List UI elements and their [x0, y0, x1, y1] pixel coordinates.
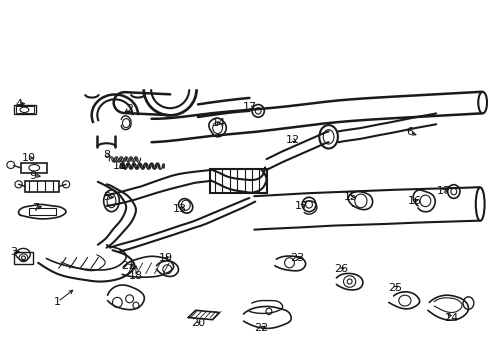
- Bar: [14, 252, 33, 264]
- Text: 17: 17: [436, 186, 450, 196]
- Bar: [20, 163, 47, 173]
- Text: 8: 8: [103, 150, 110, 160]
- Bar: [210, 169, 266, 193]
- Text: 17: 17: [295, 201, 308, 211]
- Text: 15: 15: [344, 192, 357, 202]
- Text: 4: 4: [15, 99, 22, 109]
- Text: 19: 19: [159, 253, 173, 264]
- Text: 11: 11: [113, 161, 126, 171]
- Bar: [16, 106, 34, 113]
- Text: 9: 9: [30, 171, 37, 181]
- Text: 2: 2: [126, 104, 133, 114]
- Text: 23: 23: [290, 253, 304, 264]
- Text: 12: 12: [285, 135, 299, 145]
- Text: 26: 26: [334, 264, 347, 274]
- Text: 10: 10: [21, 153, 35, 163]
- Text: 22: 22: [254, 323, 268, 333]
- Text: 18: 18: [129, 271, 142, 282]
- Text: 21: 21: [121, 261, 135, 271]
- Text: 13: 13: [173, 204, 186, 214]
- Bar: [29, 208, 56, 215]
- Text: 17: 17: [243, 102, 257, 112]
- Text: 6: 6: [406, 127, 412, 138]
- Text: 25: 25: [387, 283, 401, 293]
- Text: 7: 7: [32, 203, 39, 213]
- Text: 20: 20: [191, 318, 204, 328]
- Text: 14: 14: [212, 118, 225, 128]
- Text: 1: 1: [54, 297, 61, 307]
- Bar: [14, 105, 36, 114]
- Text: 16: 16: [407, 196, 421, 206]
- Bar: [25, 181, 59, 192]
- Text: 3: 3: [10, 247, 17, 257]
- Text: 5: 5: [103, 192, 110, 202]
- Text: 24: 24: [443, 312, 457, 323]
